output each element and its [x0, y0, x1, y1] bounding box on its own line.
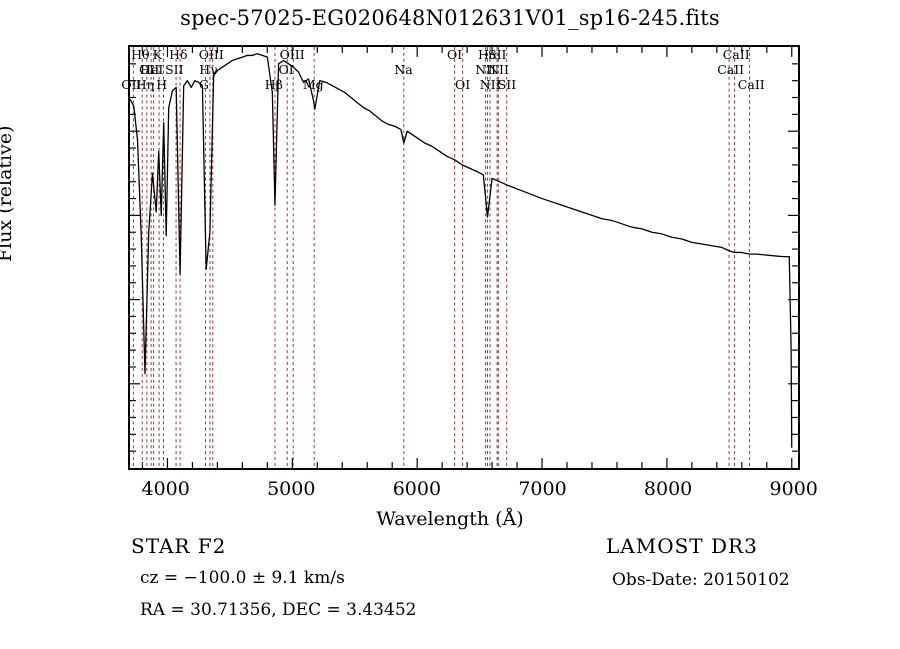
- survey-line: LAMOST DR3: [606, 534, 758, 558]
- coordinates-line: RA = 30.71356, DEC = 3.43452: [140, 600, 417, 620]
- object-class-line: STAR F2: [131, 534, 227, 558]
- line-id-label-2: Hη: [135, 77, 155, 92]
- x-tick-label-5: 9000: [769, 478, 818, 500]
- line-id-label-18: OI: [455, 77, 471, 92]
- line-id-label-25: CaII: [717, 62, 745, 77]
- line-id-label-13: OI: [278, 62, 294, 77]
- line-id-label-19: Hα: [477, 47, 498, 62]
- line-id-label-20: NII: [475, 62, 497, 77]
- line-id-label-4: H: [156, 77, 168, 92]
- line-id-label-17: OI: [446, 47, 463, 62]
- line-id-label-10: Hγ: [199, 62, 218, 77]
- spectrum-svg: [130, 47, 798, 468]
- line-id-label-3: K: [152, 47, 162, 62]
- x-tick-label-4: 8000: [643, 478, 693, 500]
- line-id-label-6: HeI: [140, 62, 164, 77]
- line-id-label-26: CaII: [722, 47, 750, 62]
- line-id-label-5: OII: [139, 62, 160, 77]
- page-title: spec-57025-EG020648N012631V01_sp16-245.f…: [180, 6, 720, 30]
- x-tick-label-0: 4000: [141, 478, 190, 500]
- x-axis-label: Wavelength (Å): [376, 508, 524, 530]
- line-id-label-21: NII: [479, 77, 501, 92]
- x-tick-label-2: 6000: [392, 478, 442, 500]
- line-id-label-8: Hδ: [169, 47, 188, 62]
- line-id-label-9: G: [198, 77, 209, 92]
- line-id-label-7: SII: [165, 62, 184, 77]
- line-id-label-15: Mg: [302, 77, 324, 92]
- line-id-label-1: Hθ: [131, 47, 150, 62]
- line-id-label-16: Na: [394, 62, 413, 77]
- line-id-label-0: OII: [121, 77, 142, 92]
- axis-ticks: [130, 47, 798, 468]
- x-tick-label-1: 5000: [267, 478, 316, 500]
- y-axis-label: Flux (relative): [0, 125, 16, 263]
- line-id-label-14: OIII: [279, 47, 305, 62]
- plot-area: [128, 45, 800, 470]
- line-id-label-27: CaII: [737, 77, 765, 92]
- line-markers: [132, 47, 751, 468]
- flux-curve: [130, 53, 793, 448]
- x-tick-label-3: 7000: [518, 478, 567, 500]
- obs-date-line: Obs-Date: 20150102: [612, 570, 790, 590]
- cz-line: cz = −100.0 ± 9.1 km/s: [140, 568, 345, 588]
- line-id-label-22: SII: [488, 47, 507, 62]
- line-id-label-11: OIII: [198, 47, 224, 62]
- line-id-label-23: NII: [488, 62, 509, 77]
- line-id-label-12: Hβ: [264, 77, 283, 92]
- line-id-label-24: SII: [497, 77, 517, 92]
